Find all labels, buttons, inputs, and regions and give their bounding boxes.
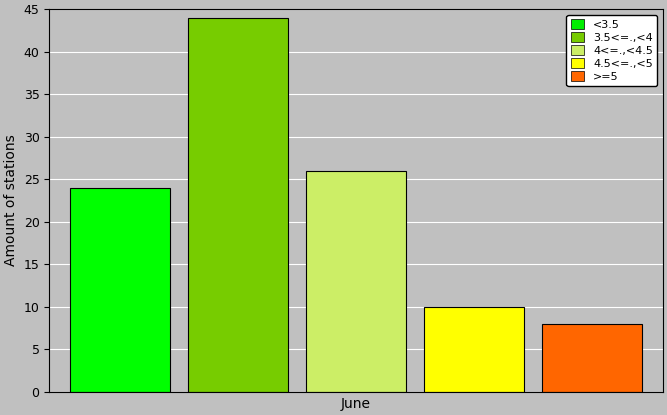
Bar xyxy=(70,188,170,392)
Bar xyxy=(424,307,524,392)
Bar xyxy=(188,18,288,392)
Bar xyxy=(306,171,406,392)
Y-axis label: Amount of stations: Amount of stations xyxy=(4,135,18,266)
Bar xyxy=(542,324,642,392)
Legend: <3.5, 3.5<=.,<4, 4<=.,<4.5, 4.5<=.,<5, >=5: <3.5, 3.5<=.,<4, 4<=.,<4.5, 4.5<=.,<5, >… xyxy=(566,15,657,86)
